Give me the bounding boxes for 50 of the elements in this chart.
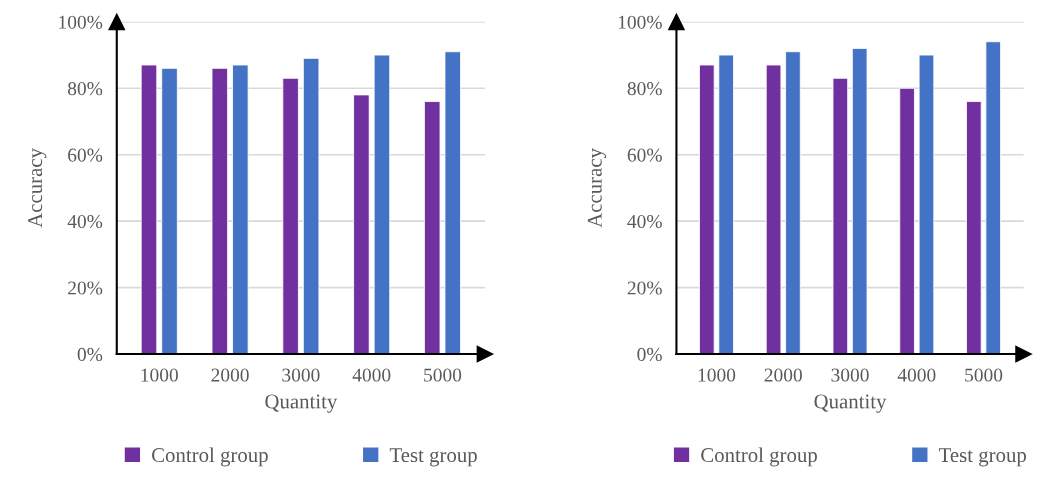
y-tick-label: 60% bbox=[68, 148, 103, 162]
bar bbox=[140, 64, 158, 355]
bar bbox=[851, 47, 868, 355]
bar bbox=[444, 51, 461, 355]
x-tick-label: 3000 bbox=[831, 368, 869, 382]
y-tick-label: 20% bbox=[627, 281, 662, 295]
bar bbox=[211, 67, 229, 355]
legend-label: Control group bbox=[701, 447, 817, 467]
bar bbox=[718, 54, 734, 355]
bar bbox=[353, 94, 370, 355]
x-tick-label: 1000 bbox=[698, 368, 736, 382]
bar bbox=[918, 54, 935, 355]
x-tick-label: 3000 bbox=[282, 368, 320, 382]
x-tick-label: 1000 bbox=[141, 368, 178, 382]
y-tick-label: 20% bbox=[68, 281, 103, 295]
y-tick-label: 40% bbox=[627, 214, 662, 229]
x-tick-label: 4000 bbox=[352, 368, 391, 382]
legend-label: Test group bbox=[389, 448, 477, 467]
bar bbox=[302, 57, 320, 355]
bar bbox=[161, 67, 178, 355]
y-tick-label: 100% bbox=[59, 15, 103, 29]
bar bbox=[832, 77, 849, 355]
bar bbox=[282, 77, 299, 355]
x-axis-title: Quantity bbox=[265, 394, 338, 413]
bar bbox=[373, 54, 391, 355]
legend-label: Control group bbox=[152, 447, 268, 467]
y-tick-label: 100% bbox=[618, 15, 662, 29]
bar bbox=[424, 101, 441, 355]
y-tick-label: 80% bbox=[67, 82, 103, 96]
bar bbox=[232, 64, 249, 355]
bar bbox=[899, 87, 915, 355]
y-tick-label: 60% bbox=[627, 148, 662, 162]
y-tick-label: 0% bbox=[77, 347, 103, 362]
x-axis-title: Quantity bbox=[814, 394, 887, 413]
y-axis-title: Accuracy bbox=[28, 148, 47, 228]
bar bbox=[699, 64, 715, 355]
legend-label: Test group bbox=[938, 448, 1027, 467]
bar bbox=[765, 64, 782, 355]
x-tick-label: 2000 bbox=[764, 368, 802, 382]
bar bbox=[785, 51, 801, 355]
x-tick-label: 5000 bbox=[965, 368, 1003, 382]
bar bbox=[966, 101, 982, 355]
y-tick-label: 40% bbox=[67, 214, 103, 229]
y-tick-label: 0% bbox=[637, 347, 662, 362]
x-tick-label: 4000 bbox=[897, 368, 936, 382]
bar bbox=[985, 41, 1001, 355]
x-tick-label: 2000 bbox=[211, 368, 249, 382]
x-tick-label: 5000 bbox=[424, 368, 462, 382]
y-tick-label: 80% bbox=[627, 82, 662, 96]
y-axis-title: Accuracy bbox=[587, 148, 607, 228]
